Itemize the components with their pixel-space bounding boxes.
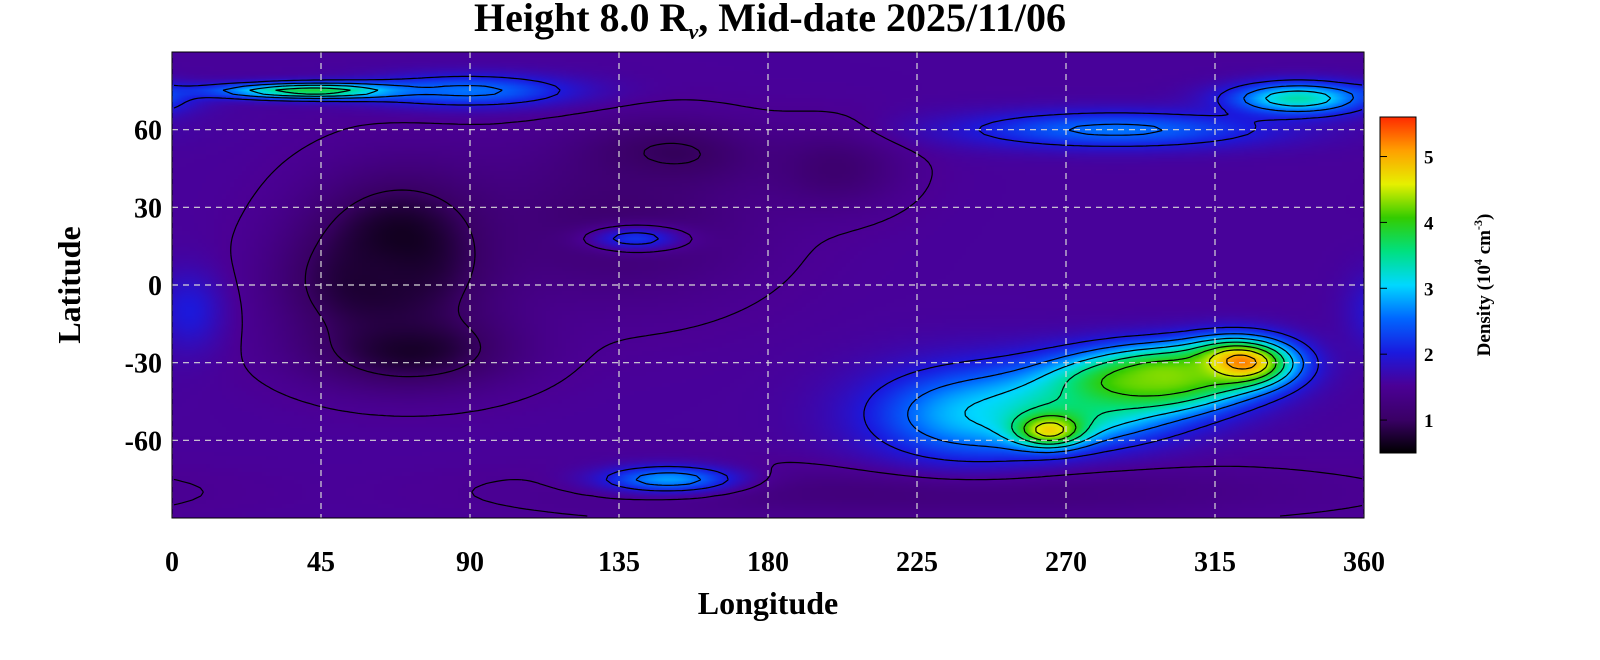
contour-line — [1035, 349, 1269, 437]
x-tick-label: 360 — [1343, 547, 1385, 578]
x-tick-label: 90 — [456, 547, 484, 578]
contour-line — [1226, 354, 1257, 370]
x-tick-label: 180 — [747, 547, 789, 578]
contour-line — [249, 84, 1332, 449]
x-tick-label: 315 — [1194, 547, 1236, 578]
colorbar-tick-label: 1 — [1424, 411, 1434, 432]
y-tick-label: 0 — [148, 271, 162, 302]
x-axis-label: Longitude — [698, 585, 838, 621]
colorbar-tick-label: 4 — [1424, 213, 1434, 234]
contour-lines — [173, 75, 1363, 517]
y-tick-label: -60 — [125, 426, 162, 457]
y-tick-label: 60 — [134, 116, 162, 147]
x-tick-label: 270 — [1045, 547, 1087, 578]
x-tick-label: 0 — [165, 547, 179, 578]
x-tick-label: 135 — [598, 547, 640, 578]
contour-line — [222, 82, 1355, 486]
x-axis-ticks: 0 45 90 135 180 225 270 315 360 — [165, 547, 1385, 578]
contour-line — [1023, 345, 1277, 442]
y-axis-ticks: 60 30 0 -30 -60 — [125, 116, 162, 458]
x-tick-label: 45 — [307, 547, 335, 578]
contour-line — [275, 87, 1286, 445]
colorbar-tick-label: 3 — [1424, 279, 1434, 300]
plot-frame — [171, 51, 1365, 519]
colorbar-label: Density (104 cm-3) — [1471, 214, 1495, 357]
y-tick-label: -30 — [125, 349, 162, 380]
contour-line — [173, 99, 1363, 517]
colorbar-tick-label: 2 — [1424, 345, 1434, 366]
x-tick-label: 225 — [896, 547, 938, 578]
y-axis-label: Latitude — [51, 226, 87, 343]
contour-line — [173, 75, 1363, 492]
colorbar-ticks: 1 2 3 4 5 — [1380, 148, 1434, 432]
y-tick-label: 30 — [134, 193, 162, 224]
colorbar — [1379, 116, 1417, 454]
chart-title: Height 8.0 Rν, Mid-date 2025/11/06 — [474, 0, 1066, 44]
colorbar-tick-label: 5 — [1424, 148, 1434, 169]
